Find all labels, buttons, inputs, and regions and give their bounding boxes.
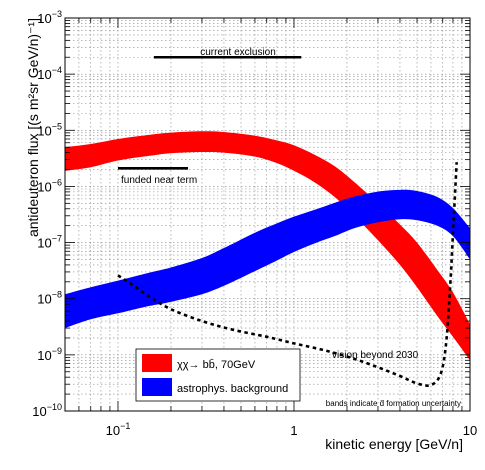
y-tick-label: 10−9 <box>37 346 62 363</box>
y-tick-label: 10−7 <box>37 234 62 251</box>
axis-ticks <box>64 18 471 412</box>
x-tick-label: 1 <box>290 423 297 438</box>
y-tick-label: 10−4 <box>37 65 62 82</box>
y-axis-label: antideuteron flux [(s m²sr GeV/n)⁻¹] <box>25 18 41 237</box>
legend-label-dark-matter: χχ→ bb̄, 70GeV <box>177 358 256 371</box>
band-series-1 <box>65 189 470 329</box>
annotation-vision-beyond-2030: vision beyond 2030 <box>332 350 419 361</box>
y-tick-label: 10−8 <box>37 290 62 307</box>
annotation-funded-near-term: funded near term <box>121 175 197 186</box>
series-lines <box>117 162 458 387</box>
band-series-0 <box>65 131 470 361</box>
annotation-current-exclusion: current exclusion <box>200 47 276 58</box>
y-tick-label: 10−3 <box>37 9 62 26</box>
x-tick-label: 10−1 <box>106 421 131 438</box>
legend-swatch-dark-matter <box>142 354 172 372</box>
legend-swatch-astrophys-background <box>142 378 172 396</box>
legend-label-astrophys-background: astrophys. background <box>177 383 288 395</box>
y-tick-label: 10−5 <box>37 121 62 138</box>
series-bands <box>65 131 470 361</box>
annotation-bands-uncertainty: bands indicate d̄ formation uncertainty <box>326 399 461 408</box>
legend: χχ→ bb̄, 70GeV astrophys. background <box>135 348 301 402</box>
x-axis-label: kinetic energy [GeV/n] <box>325 436 463 452</box>
y-tick-label: 10−10 <box>32 402 62 419</box>
dotted-line-vision-beyond-2030 <box>117 162 458 387</box>
exclusion-segments <box>117 55 302 170</box>
tick-labels: 10−1 1 10 10−10 10−9 10−8 10−7 10−6 10−5 10−4 10−3 <box>32 9 477 438</box>
x-tick-label: 10 <box>463 423 477 438</box>
y-tick-label: 10−6 <box>37 177 62 194</box>
plot-frame <box>64 17 471 412</box>
